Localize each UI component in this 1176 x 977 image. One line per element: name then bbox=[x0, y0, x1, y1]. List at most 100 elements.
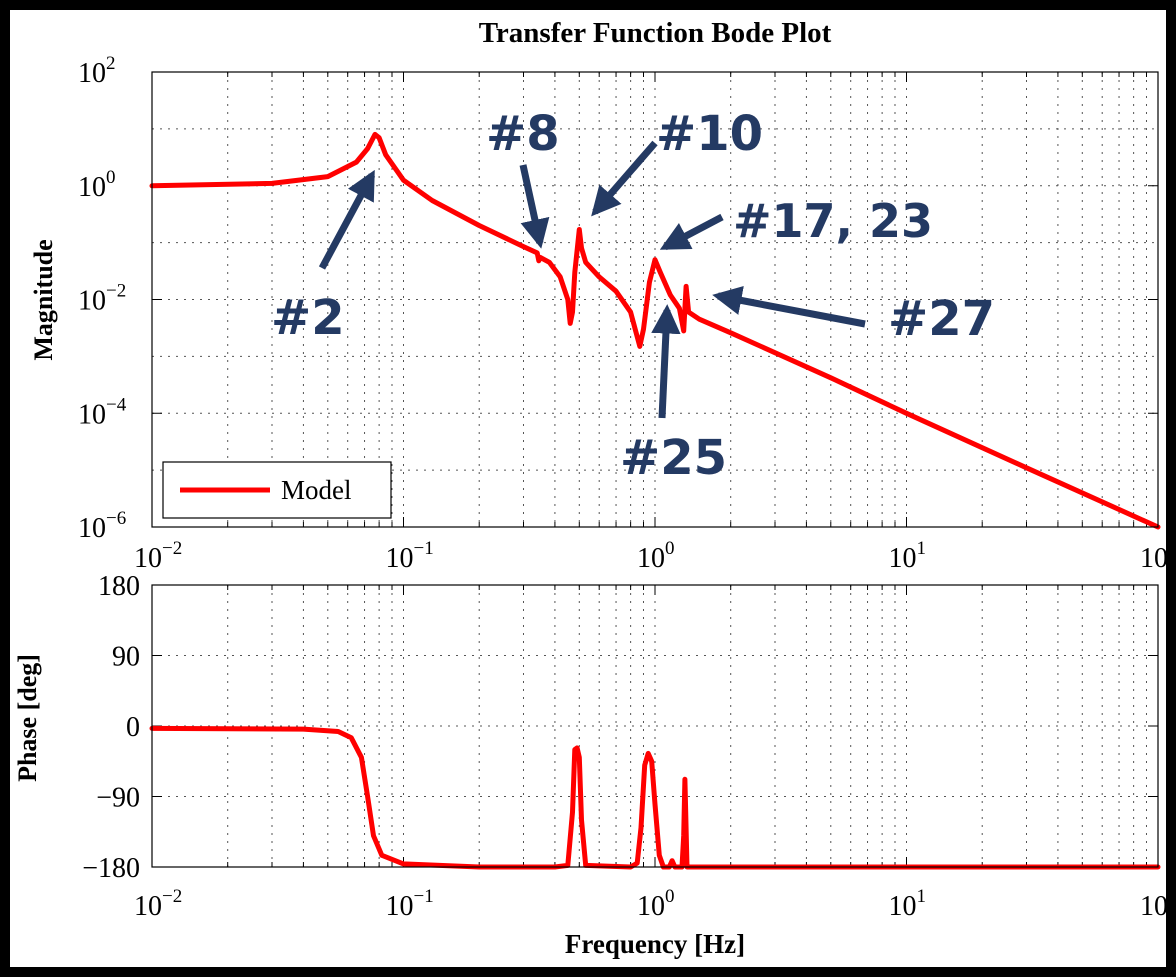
data-point bbox=[373, 835, 374, 837]
data-point bbox=[581, 247, 582, 249]
data-point bbox=[574, 271, 576, 273]
phase-x-tick-label: 10−1 bbox=[386, 886, 434, 922]
data-point bbox=[574, 749, 576, 750]
data-point bbox=[572, 811, 573, 813]
data-point bbox=[271, 182, 273, 184]
data-point bbox=[403, 863, 404, 865]
data-point bbox=[678, 307, 680, 309]
data-point bbox=[302, 728, 304, 730]
data-point bbox=[684, 778, 686, 780]
magnitude-y-tick-label: 10−6 bbox=[78, 508, 126, 544]
magnitude-axes-box bbox=[151, 71, 1159, 528]
annotation-label-25: #25 bbox=[620, 430, 727, 486]
data-point bbox=[578, 756, 580, 758]
annotation-arrow-17-23 bbox=[659, 213, 724, 251]
data-point bbox=[567, 299, 569, 300]
data-point bbox=[403, 179, 404, 181]
data-point bbox=[658, 854, 660, 856]
data-point bbox=[639, 345, 641, 347]
phase-x-tick-labels: 10−2 10−1 100 101 102 bbox=[134, 886, 1176, 922]
phase-y-axis-label: Phase [deg] bbox=[13, 654, 42, 782]
legend-label: Model bbox=[281, 475, 352, 505]
data-point bbox=[669, 294, 671, 296]
phase-y-tick-labels: −180 −90 0 90 180 bbox=[82, 571, 140, 884]
annotation-label-8: #8 bbox=[486, 106, 560, 162]
data-point bbox=[648, 281, 650, 283]
data-point bbox=[685, 285, 687, 287]
data-point bbox=[671, 860, 673, 862]
annotation-label-27: #27 bbox=[888, 291, 995, 347]
magnitude-x-tick-labels: 10−2 10−1 100 101 102 bbox=[134, 538, 1176, 574]
data-point bbox=[651, 760, 653, 762]
annotation-arrow-2 bbox=[318, 169, 376, 270]
data-point bbox=[350, 737, 352, 739]
data-point bbox=[360, 756, 362, 758]
data-point bbox=[643, 328, 644, 330]
magnitude-y-tick-label: 100 bbox=[78, 167, 116, 203]
magnitude-y-tick-label: 10−2 bbox=[78, 281, 126, 317]
magnitude-x-tick-label: 10−2 bbox=[134, 538, 182, 574]
data-point bbox=[539, 256, 541, 258]
data-point bbox=[431, 200, 433, 201]
annotation-arrow-27 bbox=[712, 285, 866, 328]
data-point bbox=[523, 246, 524, 248]
data-point bbox=[367, 796, 369, 797]
data-point bbox=[367, 148, 369, 150]
data-point bbox=[698, 318, 700, 320]
annotation-label-17-23: #17, 23 bbox=[733, 194, 933, 248]
frequency-x-axis-label: Frequency [Hz] bbox=[565, 929, 745, 959]
data-point bbox=[381, 854, 383, 856]
data-point bbox=[654, 803, 656, 805]
data-point bbox=[385, 154, 387, 156]
data-point bbox=[478, 225, 480, 226]
magnitude-y-tick-label: 102 bbox=[78, 53, 116, 89]
magnitude-x-tick-label: 102 bbox=[1140, 538, 1176, 574]
data-point bbox=[378, 137, 380, 139]
data-point bbox=[683, 330, 685, 332]
data-point bbox=[685, 811, 687, 813]
data-point bbox=[578, 229, 580, 230]
annotation-arrow-25 bbox=[651, 304, 681, 419]
data-point bbox=[576, 747, 578, 749]
data-point bbox=[581, 819, 582, 821]
data-point bbox=[536, 252, 538, 254]
phase-y-tick-label: 90 bbox=[112, 642, 140, 673]
annotation-label-2: #2 bbox=[271, 290, 345, 346]
legend: Model bbox=[162, 461, 392, 519]
data-point bbox=[644, 764, 646, 766]
phase-y-tick-label: −180 bbox=[82, 853, 140, 884]
phase-panel: −180 −90 0 90 180 10−2 10−1 100 101 102 Phase [d… bbox=[13, 571, 1176, 959]
data-point bbox=[654, 259, 656, 261]
data-point bbox=[636, 862, 638, 864]
annotation-arrow-10 bbox=[591, 140, 658, 217]
data-point bbox=[640, 827, 642, 829]
data-point bbox=[585, 864, 587, 866]
magnitude-y-tick-labels: 10−6 10−4 10−2 100 102 bbox=[78, 53, 127, 544]
mode-annotations: #2 #8 #10 #17, 23 #25 #27 bbox=[271, 106, 995, 486]
data-point bbox=[647, 752, 649, 754]
phase-y-tick-label: 180 bbox=[98, 571, 140, 602]
data-point bbox=[374, 133, 376, 135]
data-point bbox=[659, 271, 661, 273]
phase-axes-box bbox=[151, 584, 1159, 868]
data-point bbox=[559, 276, 561, 278]
data-point bbox=[615, 290, 617, 292]
data-point bbox=[630, 311, 632, 313]
magnitude-x-tick-label: 100 bbox=[637, 538, 675, 574]
annotation-label-10: #10 bbox=[656, 106, 763, 162]
data-point bbox=[598, 276, 600, 278]
phase-y-tick-label: −90 bbox=[96, 783, 140, 814]
data-point bbox=[572, 311, 573, 313]
annotation-arrow-8 bbox=[519, 164, 550, 249]
phase-x-tick-label: 102 bbox=[1140, 886, 1176, 922]
magnitude-panel: 10−6 10−4 10−2 100 102 10−2 10−1 100 101 102 Mag… bbox=[29, 53, 1176, 574]
data-point bbox=[355, 161, 357, 163]
phase-x-tick-label: 100 bbox=[637, 886, 675, 922]
data-point bbox=[830, 377, 832, 379]
data-point bbox=[327, 176, 329, 178]
magnitude-x-tick-label: 10−1 bbox=[386, 538, 434, 574]
data-point bbox=[730, 332, 732, 334]
magnitude-y-tick-label: 10−4 bbox=[78, 394, 127, 430]
